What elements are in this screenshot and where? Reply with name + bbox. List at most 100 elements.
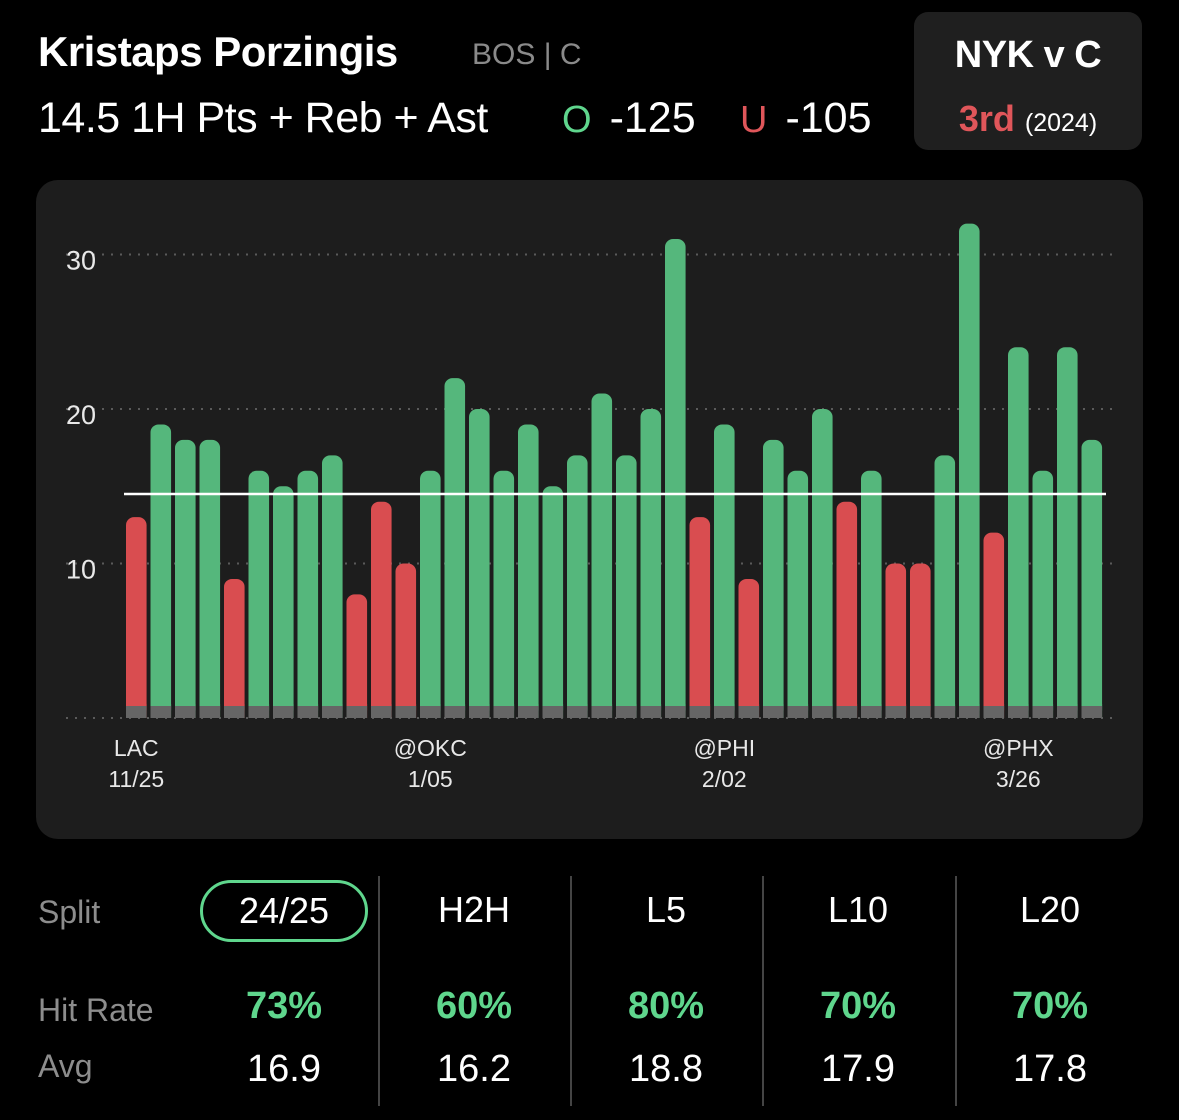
bar-baseline-band (542, 706, 564, 718)
split-tab-l5[interactable]: L5 (645, 889, 687, 930)
bar (273, 486, 294, 718)
bar (199, 439, 221, 718)
bar-baseline-band (371, 706, 392, 718)
bar (420, 470, 441, 718)
avg-l20: 17.8 (1013, 1048, 1087, 1090)
bar-baseline-band (322, 706, 343, 718)
bar (885, 563, 907, 718)
avg-row-label: Avg (38, 1048, 93, 1084)
bar-baseline-band (224, 706, 245, 718)
bar-baseline-band (714, 706, 735, 718)
split-tab-season[interactable]: 24/25 (200, 880, 368, 942)
bar (1008, 347, 1029, 718)
bar-baseline-band (567, 706, 588, 718)
bar (591, 393, 613, 718)
bar (469, 409, 490, 718)
bar (763, 439, 784, 718)
prop-line: 14.5 1H Pts + Reb + Ast (38, 94, 488, 142)
bar (640, 409, 662, 718)
bar-baseline-band (395, 706, 417, 718)
hit-rate-h2h: 60% (435, 985, 513, 1027)
bar (959, 223, 980, 718)
bar-baseline-band (444, 706, 466, 718)
bar-baseline-band (150, 706, 172, 718)
bar-baseline-band (273, 706, 294, 718)
matchup-card[interactable]: NYK v C 3rd (2024) (914, 12, 1142, 150)
bar-baseline-band (910, 706, 931, 718)
bar (812, 409, 833, 718)
bar (787, 470, 809, 718)
bar (444, 378, 466, 718)
x-tick-date: 2/02 (702, 766, 747, 792)
bar (126, 517, 147, 718)
column-divider (762, 876, 764, 1106)
split-tab-l10[interactable]: L10 (827, 889, 889, 930)
bar (836, 501, 858, 718)
bar (224, 578, 245, 718)
bar-baseline-band (493, 706, 515, 718)
bar (934, 455, 956, 718)
y-tick-label: 30 (66, 246, 96, 276)
bar (1032, 470, 1054, 718)
bar (518, 424, 539, 718)
bar (346, 594, 368, 718)
over-odds[interactable]: O -125 (562, 94, 696, 143)
matchup-rank-row: 3rd (2024) (914, 98, 1142, 140)
bar-baseline-band (885, 706, 907, 718)
bar (567, 455, 588, 718)
bar (714, 424, 735, 718)
hit-rate-season: 73% (245, 985, 323, 1027)
bar (542, 486, 564, 718)
bar-baseline-band (689, 706, 711, 718)
bar (371, 501, 392, 718)
bar-baseline-band (199, 706, 221, 718)
split-row-label: Split (38, 894, 101, 930)
chart-card: 10 20 30 LAC 11/25 @OKC 1/05 @PHI 2/02 @PHX 3/26 (36, 180, 1143, 839)
y-tick-label: 10 (66, 555, 96, 585)
x-tick-date: 1/05 (408, 766, 453, 792)
hit-rate-row-label: Hit Rate (38, 992, 154, 1028)
bar-baseline-band (787, 706, 809, 718)
bar-baseline-band (763, 706, 784, 718)
under-odds-value: -105 (785, 94, 872, 142)
x-tick-opponent: @PHI (693, 735, 755, 761)
bar-baseline-band (591, 706, 613, 718)
split-tab-l20[interactable]: L20 (1019, 889, 1081, 930)
splits-table: Split Hit Rate Avg 24/25 H2H L5 L10 L20 (0, 860, 1179, 1120)
bar-baseline-band (346, 706, 368, 718)
bar-baseline-band (1032, 706, 1054, 718)
bar (175, 439, 196, 718)
bar-baseline-band (812, 706, 833, 718)
bar (248, 470, 270, 718)
game-log-chart: 10 20 30 LAC 11/25 @OKC 1/05 @PHI 2/02 @PHX 3/26 (66, 223, 1116, 792)
bar (861, 470, 882, 718)
bar (1057, 347, 1078, 718)
split-tab-h2h[interactable]: H2H (437, 889, 511, 930)
bar (297, 470, 319, 718)
over-mark: O (562, 99, 592, 141)
bar (150, 424, 172, 718)
avg-l10: 17.9 (821, 1048, 895, 1090)
bar-baseline-band (420, 706, 441, 718)
bar (910, 563, 931, 718)
bar-baseline-band (1008, 706, 1029, 718)
bar (493, 470, 515, 718)
bar (616, 455, 637, 718)
column-divider (570, 876, 572, 1106)
team-position: BOS | C (472, 38, 582, 71)
bar (983, 532, 1005, 718)
bar (1081, 439, 1103, 718)
under-odds[interactable]: U -105 (740, 94, 872, 143)
bar (322, 455, 343, 718)
column-divider (955, 876, 957, 1106)
over-odds-value: -125 (609, 94, 696, 142)
bar (738, 578, 760, 718)
bar-baseline-band (861, 706, 882, 718)
bar-baseline-band (934, 706, 956, 718)
matchup-title: NYK v C (954, 34, 1102, 76)
bar-baseline-band (665, 706, 686, 718)
bar-baseline-band (616, 706, 637, 718)
bar (665, 239, 686, 719)
bar-baseline-band (469, 706, 490, 718)
hit-rate-l10: 70% (819, 985, 897, 1027)
